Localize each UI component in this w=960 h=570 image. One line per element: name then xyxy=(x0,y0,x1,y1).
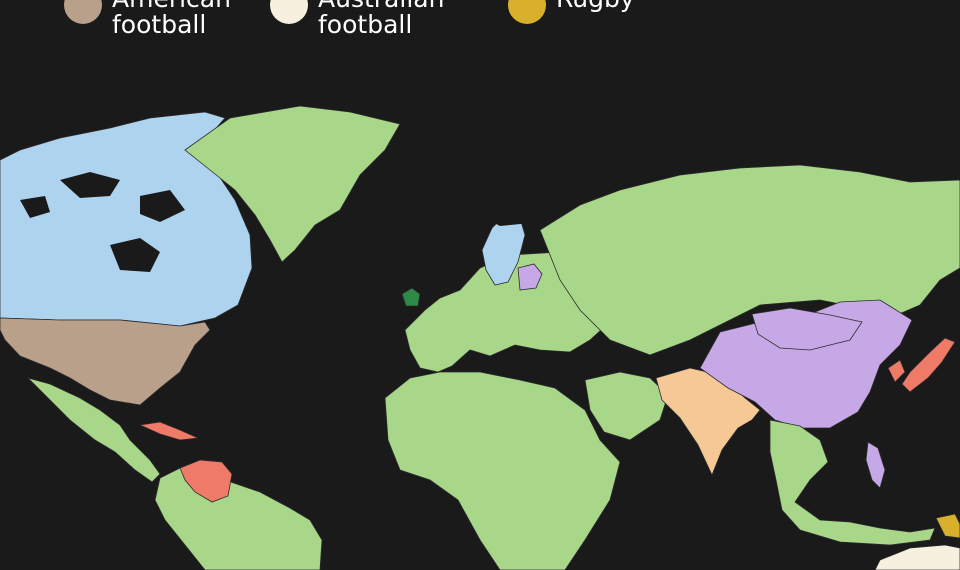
region-mexico-central-america xyxy=(26,377,161,483)
region-australia xyxy=(874,544,960,570)
water-feature-1 xyxy=(140,190,185,222)
legend-label-line1: American xyxy=(112,0,231,12)
legend-label-australian-football: Australian football xyxy=(318,0,444,38)
legend-label-american-football: American football xyxy=(112,0,231,38)
region-japan-korea xyxy=(887,359,906,383)
water-feature-0 xyxy=(60,172,120,198)
region-cuba-dominican-republic xyxy=(138,421,200,441)
legend-label-line1: Rugby xyxy=(556,0,635,12)
legend-label-line2: football xyxy=(318,10,413,39)
water-feature-4 xyxy=(470,200,560,226)
legend-label-line1: Australian xyxy=(318,0,444,12)
region-africa xyxy=(384,371,621,570)
region-philippines xyxy=(865,441,886,489)
legend-item-rugby: Rugby xyxy=(508,0,635,24)
region-greenland xyxy=(184,105,401,263)
region-ireland xyxy=(401,287,421,307)
region-united-states xyxy=(0,317,211,406)
region-mongolia xyxy=(751,307,863,351)
region-venezuela xyxy=(179,459,233,503)
region-latvia-lithuania xyxy=(517,263,543,291)
legend-label-line2: football xyxy=(112,10,207,39)
legend-item-american-football: American football xyxy=(64,0,231,38)
region-southeast-asia xyxy=(769,419,936,546)
legend-swatch-rugby xyxy=(508,0,546,24)
legend-swatch-american-football xyxy=(64,0,102,24)
region-japan-korea-1 xyxy=(901,337,956,393)
legend-label-rugby: Rugby xyxy=(556,0,635,12)
water-feature-2 xyxy=(110,238,160,272)
water-feature-3 xyxy=(20,196,50,218)
legend-item-australian-football: Australian football xyxy=(270,0,444,38)
region-papua-new-guinea xyxy=(935,513,960,539)
region-russia-central-asia xyxy=(539,164,960,356)
legend-swatch-australian-football xyxy=(270,0,308,24)
region-middle-east xyxy=(584,371,669,441)
